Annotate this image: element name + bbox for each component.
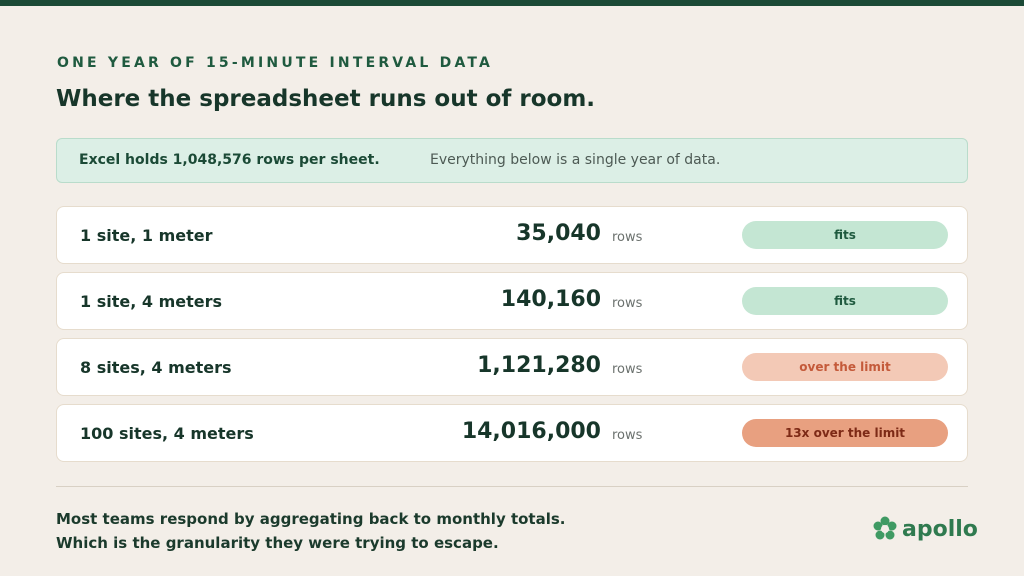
row: 1 site, 4 meters 140,160 rows fits [56, 272, 968, 330]
row-unit: rows [612, 230, 643, 245]
logo-icon [873, 516, 897, 540]
row-unit: rows [612, 428, 643, 443]
status-pill: fits [742, 221, 948, 249]
row: 8 sites, 4 meters 1,121,280 rows over the l… [56, 338, 968, 396]
row-label: 1 site, 4 meters [80, 292, 222, 311]
row-count: 140,160 [500, 287, 601, 312]
divider [56, 486, 968, 487]
row-count: 1,121,280 [477, 353, 601, 378]
row-label: 1 site, 1 meter [80, 226, 213, 245]
row-unit: rows [612, 362, 643, 377]
row: 1 site, 1 meter 35,040 rows fits [56, 206, 968, 264]
row: 100 sites, 4 meters 14,016,000 rows 13x ove… [56, 404, 968, 462]
row-label: 100 sites, 4 meters [80, 424, 254, 443]
status-pill: over the limit [742, 353, 948, 381]
top-bar [0, 0, 1024, 6]
footer-line: Most teams respond by aggregating back t… [56, 510, 566, 528]
callout-lead: Excel holds 1,048,576 rows per sheet. [79, 152, 380, 168]
title: Where the spreadsheet runs out of room. [56, 86, 596, 112]
callout-note: Everything below is a single year of dat… [430, 152, 721, 168]
logo-text: apollo [902, 516, 978, 542]
row-label: 8 sites, 4 meters [80, 358, 232, 377]
eyebrow: ONE YEAR OF 15-MINUTE INTERVAL DATA [57, 55, 494, 71]
callout: Excel holds 1,048,576 rows per sheet. Ev… [56, 138, 968, 183]
status-pill: fits [742, 287, 948, 315]
status-pill: 13x over the limit [742, 419, 948, 447]
footer-line: Which is the granularity they were tryin… [56, 534, 499, 552]
logo: apollo [872, 516, 978, 542]
row-count: 35,040 [516, 221, 601, 246]
row-unit: rows [612, 296, 643, 311]
row-count: 14,016,000 [461, 419, 601, 444]
